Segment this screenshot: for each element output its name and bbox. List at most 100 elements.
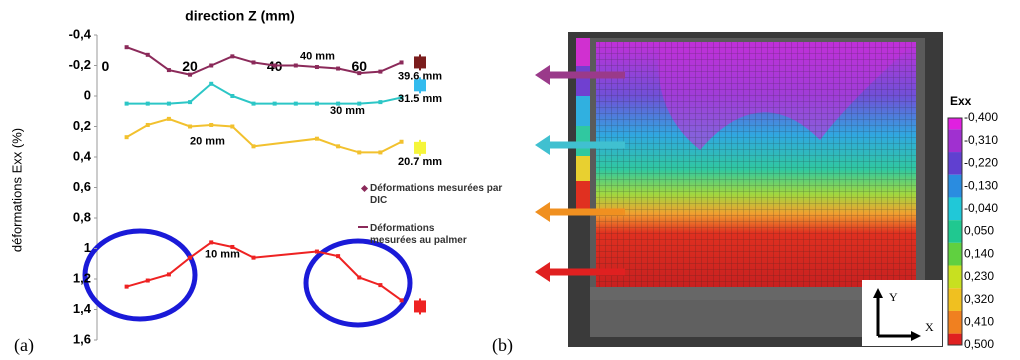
point	[209, 63, 214, 68]
panel-label: (a)	[14, 335, 34, 356]
colorbar-swatch	[948, 174, 962, 198]
inset-y: Y	[889, 290, 898, 304]
series-label: 10 mm	[205, 248, 240, 260]
point	[314, 65, 319, 70]
x-tick-label: 60	[351, 58, 367, 74]
colorbar-label: 0,410	[964, 314, 994, 328]
color-strip	[576, 126, 590, 156]
point	[124, 135, 129, 140]
colorbar-swatch	[948, 118, 962, 130]
legend-entry: Déformations mesurées par DIC	[370, 183, 503, 206]
colorbar-label: 0,500	[964, 337, 994, 351]
y-tick-label: 0,4	[73, 148, 92, 163]
point	[251, 144, 256, 149]
point	[357, 71, 362, 76]
y-tick-label: 1,4	[73, 301, 92, 316]
point	[378, 150, 383, 155]
colorbar-swatch	[948, 310, 962, 334]
colorbar-label: -0,310	[964, 133, 998, 147]
colorbar-swatch	[948, 220, 962, 243]
y-tick-label: 0,8	[73, 209, 91, 224]
point	[357, 101, 362, 106]
inset-arrow-head	[911, 331, 921, 341]
color-strip	[576, 38, 590, 66]
colorbar-label: 0,230	[964, 269, 994, 283]
point	[272, 101, 277, 106]
arrow-head	[535, 202, 550, 222]
point	[399, 139, 404, 144]
colorbar-label: 0,320	[964, 292, 994, 306]
colorbar-frame	[947, 117, 963, 346]
y-axis-label: déformations Exx (%)	[9, 128, 24, 252]
series-line	[126, 241, 403, 302]
point	[209, 240, 214, 245]
point	[230, 244, 235, 249]
point	[124, 284, 129, 289]
point	[378, 100, 383, 105]
highlight-ellipse	[82, 228, 198, 322]
color-strip	[576, 181, 590, 211]
color-strip	[576, 96, 590, 126]
palmer-label: 20.7 mm	[398, 156, 442, 168]
colorbar-label: -0,040	[964, 201, 998, 215]
colorbar-label: -0,130	[964, 178, 998, 192]
legend-marker	[360, 184, 369, 193]
point	[209, 81, 214, 86]
point	[145, 101, 150, 106]
point	[166, 272, 171, 277]
arrow-head	[535, 135, 550, 155]
point	[336, 101, 341, 106]
y-tick-label: 0	[84, 87, 91, 102]
point	[145, 278, 150, 283]
colorbar-swatch	[948, 288, 962, 311]
point	[336, 66, 341, 71]
y-tick-label: 1,2	[73, 270, 91, 285]
series-line	[126, 117, 402, 154]
series-label: 30 mm	[330, 105, 365, 117]
point	[251, 60, 256, 65]
colorbar-swatch	[948, 333, 962, 345]
series-label: 20 mm	[190, 136, 225, 148]
point	[188, 72, 193, 77]
colorbar-label: 0,050	[964, 224, 994, 238]
palmer-marker	[414, 56, 426, 69]
point	[230, 124, 235, 129]
inset-x: X	[925, 320, 934, 334]
point	[357, 150, 362, 155]
point	[357, 275, 362, 280]
point	[230, 94, 235, 98]
series-line	[126, 46, 402, 76]
y-tick-label: 0,6	[73, 179, 91, 194]
point	[166, 101, 171, 106]
colorbar-swatch	[948, 242, 962, 266]
point	[166, 116, 171, 121]
y-tick-label: 1	[84, 240, 91, 255]
point	[188, 100, 193, 105]
colorbar-label: -0,400	[964, 110, 998, 124]
point	[124, 45, 129, 50]
point	[145, 52, 150, 57]
color-strip	[576, 156, 590, 181]
point	[145, 122, 150, 127]
series-label: 40 mm	[300, 50, 335, 62]
palmer-label: 31.5 mm	[398, 93, 442, 105]
point	[188, 124, 193, 129]
point	[293, 63, 298, 68]
color-strip	[576, 66, 590, 96]
y-tick-label: 1,6	[73, 331, 91, 346]
point	[314, 136, 319, 141]
point	[314, 101, 319, 106]
point	[251, 255, 256, 260]
chart-title: direction Z (mm)	[185, 8, 295, 24]
point	[399, 95, 404, 100]
point	[399, 60, 404, 65]
colorbar-swatch	[948, 129, 962, 153]
point	[166, 68, 171, 73]
palmer-label: 39.6 mm	[398, 70, 442, 82]
colorbar-title: Exx	[950, 94, 972, 108]
point	[251, 101, 256, 106]
x-tick-label: 20	[182, 58, 198, 74]
legend-entry: Déformations mesurées au palmer	[370, 223, 467, 246]
point	[124, 101, 129, 106]
